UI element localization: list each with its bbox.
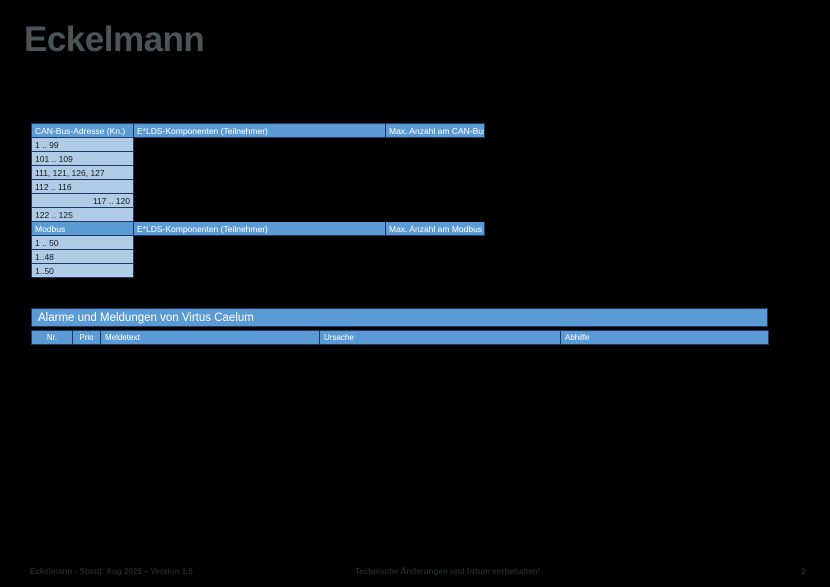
modbus-header-max-count: Max. Anzahl am Modbus xyxy=(385,221,485,236)
page-footer: Eckelmann - Stand: Aug 2025 – Version 1.… xyxy=(0,563,830,581)
can-header-row: CAN-Bus-Adresse (Kn.) E*LDS-Komponenten … xyxy=(31,123,485,138)
modbus-header-row: Modbus E*LDS-Komponenten (Teilnehmer) Ma… xyxy=(31,221,485,236)
table-row: 1 .. 50 xyxy=(31,235,485,250)
table-row: 117 .. 120 xyxy=(31,193,485,208)
footer-left-text: Eckelmann - Stand: Aug 2025 – Version 1.… xyxy=(30,567,193,576)
can-address-cell: 111, 121, 126, 127 xyxy=(31,165,134,180)
can-maxcount-cell xyxy=(386,194,485,208)
alarm-col-meldetext: Meldetext xyxy=(100,330,320,345)
can-maxcount-cell xyxy=(386,152,485,166)
modbus-maxcount-cell xyxy=(386,250,485,264)
alarm-table-banner: Alarme und Meldungen von Virtus Caelum xyxy=(31,308,768,327)
modbus-components-cell xyxy=(134,250,386,264)
can-address-cell: 1 .. 99 xyxy=(31,137,134,152)
can-components-cell xyxy=(134,166,386,180)
modbus-components-cell xyxy=(134,264,386,278)
alarm-col-abhilfe: Abhilfe xyxy=(560,330,769,345)
modbus-address-cell: 1..50 xyxy=(31,263,134,278)
can-maxcount-cell xyxy=(386,138,485,152)
alarm-header-row: Nr. Prio Meldetext Ursache Abhilfe xyxy=(31,330,769,345)
table-row: 1..50 xyxy=(31,263,485,278)
can-header-address: CAN-Bus-Adresse (Kn.) xyxy=(31,123,134,138)
can-header-max-count: Max. Anzahl am CAN-Bus xyxy=(385,123,485,138)
table-row: 1..48 xyxy=(31,249,485,264)
modbus-address-cell: 1 .. 50 xyxy=(31,235,134,250)
footer-center-text: Technische Änderungen und Irrtum vorbeha… xyxy=(355,567,541,576)
modbus-components-cell xyxy=(134,236,386,250)
modbus-header-address: Modbus xyxy=(31,221,134,236)
can-address-cell: 122 .. 125 xyxy=(31,207,134,222)
alarm-col-prio: Prio xyxy=(72,330,101,345)
table-row: 1 .. 99 xyxy=(31,137,485,152)
can-components-cell xyxy=(134,208,386,222)
can-modbus-table: CAN-Bus-Adresse (Kn.) E*LDS-Komponenten … xyxy=(31,123,485,278)
can-maxcount-cell xyxy=(386,208,485,222)
modbus-header-components: E*LDS-Komponenten (Teilnehmer) xyxy=(133,221,386,236)
can-address-cell: 112 .. 116 xyxy=(31,179,134,194)
can-maxcount-cell xyxy=(386,180,485,194)
footer-page-number: 2 xyxy=(801,567,806,576)
alarm-table-section: Alarme und Meldungen von Virtus Caelum N… xyxy=(31,308,769,345)
alarm-table: Nr. Prio Meldetext Ursache Abhilfe xyxy=(31,330,769,345)
can-maxcount-cell xyxy=(386,166,485,180)
can-components-cell xyxy=(134,194,386,208)
modbus-maxcount-cell xyxy=(386,236,485,250)
table-row: 101 .. 109 xyxy=(31,151,485,166)
table-row: 122 .. 125 xyxy=(31,207,485,222)
can-components-cell xyxy=(134,138,386,152)
can-address-cell: 101 .. 109 xyxy=(31,151,134,166)
alarm-col-nr: Nr. xyxy=(31,330,73,345)
can-address-cell: 117 .. 120 xyxy=(31,193,134,208)
modbus-maxcount-cell xyxy=(386,264,485,278)
can-components-cell xyxy=(134,180,386,194)
eckelmann-logo: Eckelmann xyxy=(24,20,205,59)
alarm-col-ursache: Ursache xyxy=(319,330,561,345)
table-row: 112 .. 116 xyxy=(31,179,485,194)
can-header-components: E*LDS-Komponenten (Teilnehmer) xyxy=(133,123,386,138)
table-row: 111, 121, 126, 127 xyxy=(31,165,485,180)
modbus-address-cell: 1..48 xyxy=(31,249,134,264)
can-components-cell xyxy=(134,152,386,166)
